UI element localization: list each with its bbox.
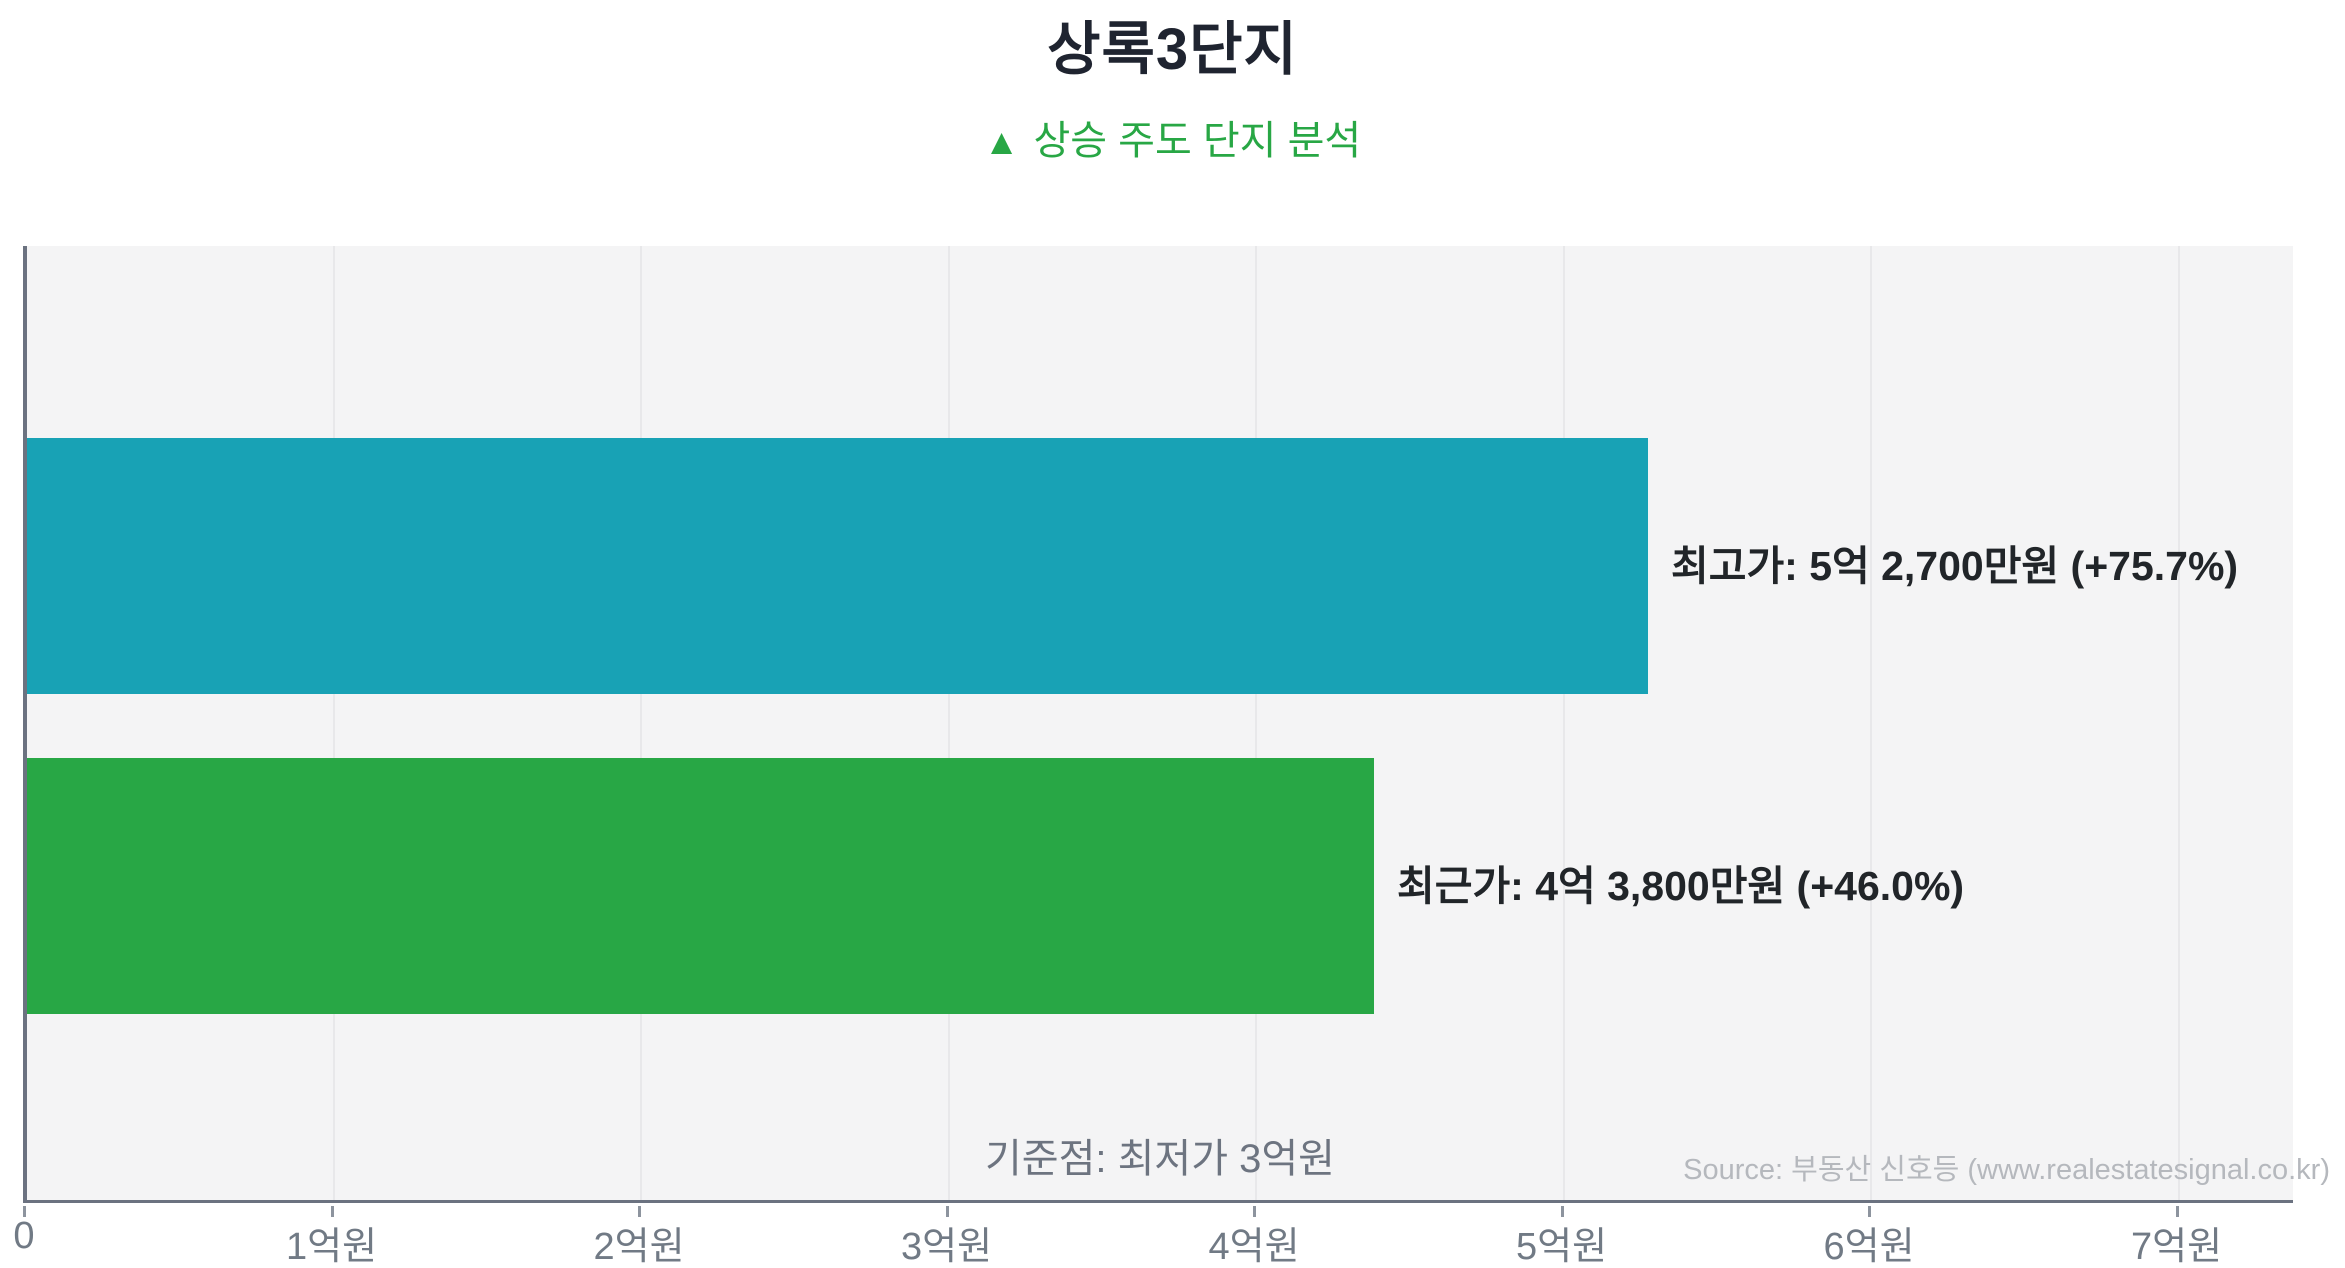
gridline-3억원 — [947, 246, 950, 1200]
bar-label-recent-price: 최근가: 4억 3,800만원 (+46.0%) — [1397, 863, 1965, 909]
x-axis: 0 1억원 2억원 3억원 4억원 5억원 6억원 7억원 — [0, 1206, 2345, 1268]
tick-label-1억원: 1억원 — [285, 1226, 378, 1268]
gridline-4억원 — [1255, 246, 1257, 1200]
gridline-6억원 — [1870, 246, 1872, 1200]
tick-label-2억원: 2억원 — [593, 1226, 685, 1268]
tick-label-5억원: 5억원 — [1515, 1226, 1608, 1268]
tick-label-7억원: 7억원 — [2130, 1226, 2223, 1268]
gridline-2억원 — [640, 246, 642, 1200]
tick-mark-7억원 — [2175, 1206, 2179, 1217]
source-attribution: Source: 부동산 신호등 (www.realestatesignal.co… — [1683, 1154, 2330, 1186]
tick-mark-0 — [23, 1206, 26, 1217]
bar-highest-price — [27, 438, 1648, 694]
gridline-7억원 — [2177, 246, 2180, 1200]
tick-mark-5억원 — [1560, 1206, 1564, 1217]
chart-subtitle-text: 상승 주도 단지 분석 — [1033, 119, 1362, 163]
tick-label-0: 0 — [13, 1215, 35, 1257]
tick-mark-6억원 — [1868, 1206, 1871, 1217]
tick-label-3억원: 3억원 — [900, 1226, 993, 1268]
tick-mark-2억원 — [638, 1206, 641, 1217]
tick-mark-4억원 — [1253, 1206, 1256, 1217]
plot-area: 최고가: 5억 2,700만원 (+75.7%) 최근가: 4억 3,800만원… — [23, 246, 2293, 1203]
up-triangle-icon: ▲ — [983, 121, 1020, 162]
tick-mark-3억원 — [945, 1206, 949, 1217]
gridline-1억원 — [332, 246, 335, 1200]
baseline-note: 기준점: 최저가 3억원 — [985, 1137, 1335, 1181]
bar-recent-price — [27, 758, 1374, 1014]
chart-title: 상록3단지 — [1047, 17, 1298, 82]
tick-mark-1억원 — [330, 1206, 334, 1217]
gridline-5억원 — [1562, 246, 1565, 1200]
tick-label-4억원: 4억원 — [1208, 1226, 1300, 1268]
bar-label-highest-price: 최고가: 5억 2,700만원 (+75.7%) — [1671, 543, 2239, 589]
chart-subtitle: ▲ 상승 주도 단지 분석 — [0, 108, 2345, 166]
tick-label-6억원: 6억원 — [1823, 1226, 1915, 1268]
